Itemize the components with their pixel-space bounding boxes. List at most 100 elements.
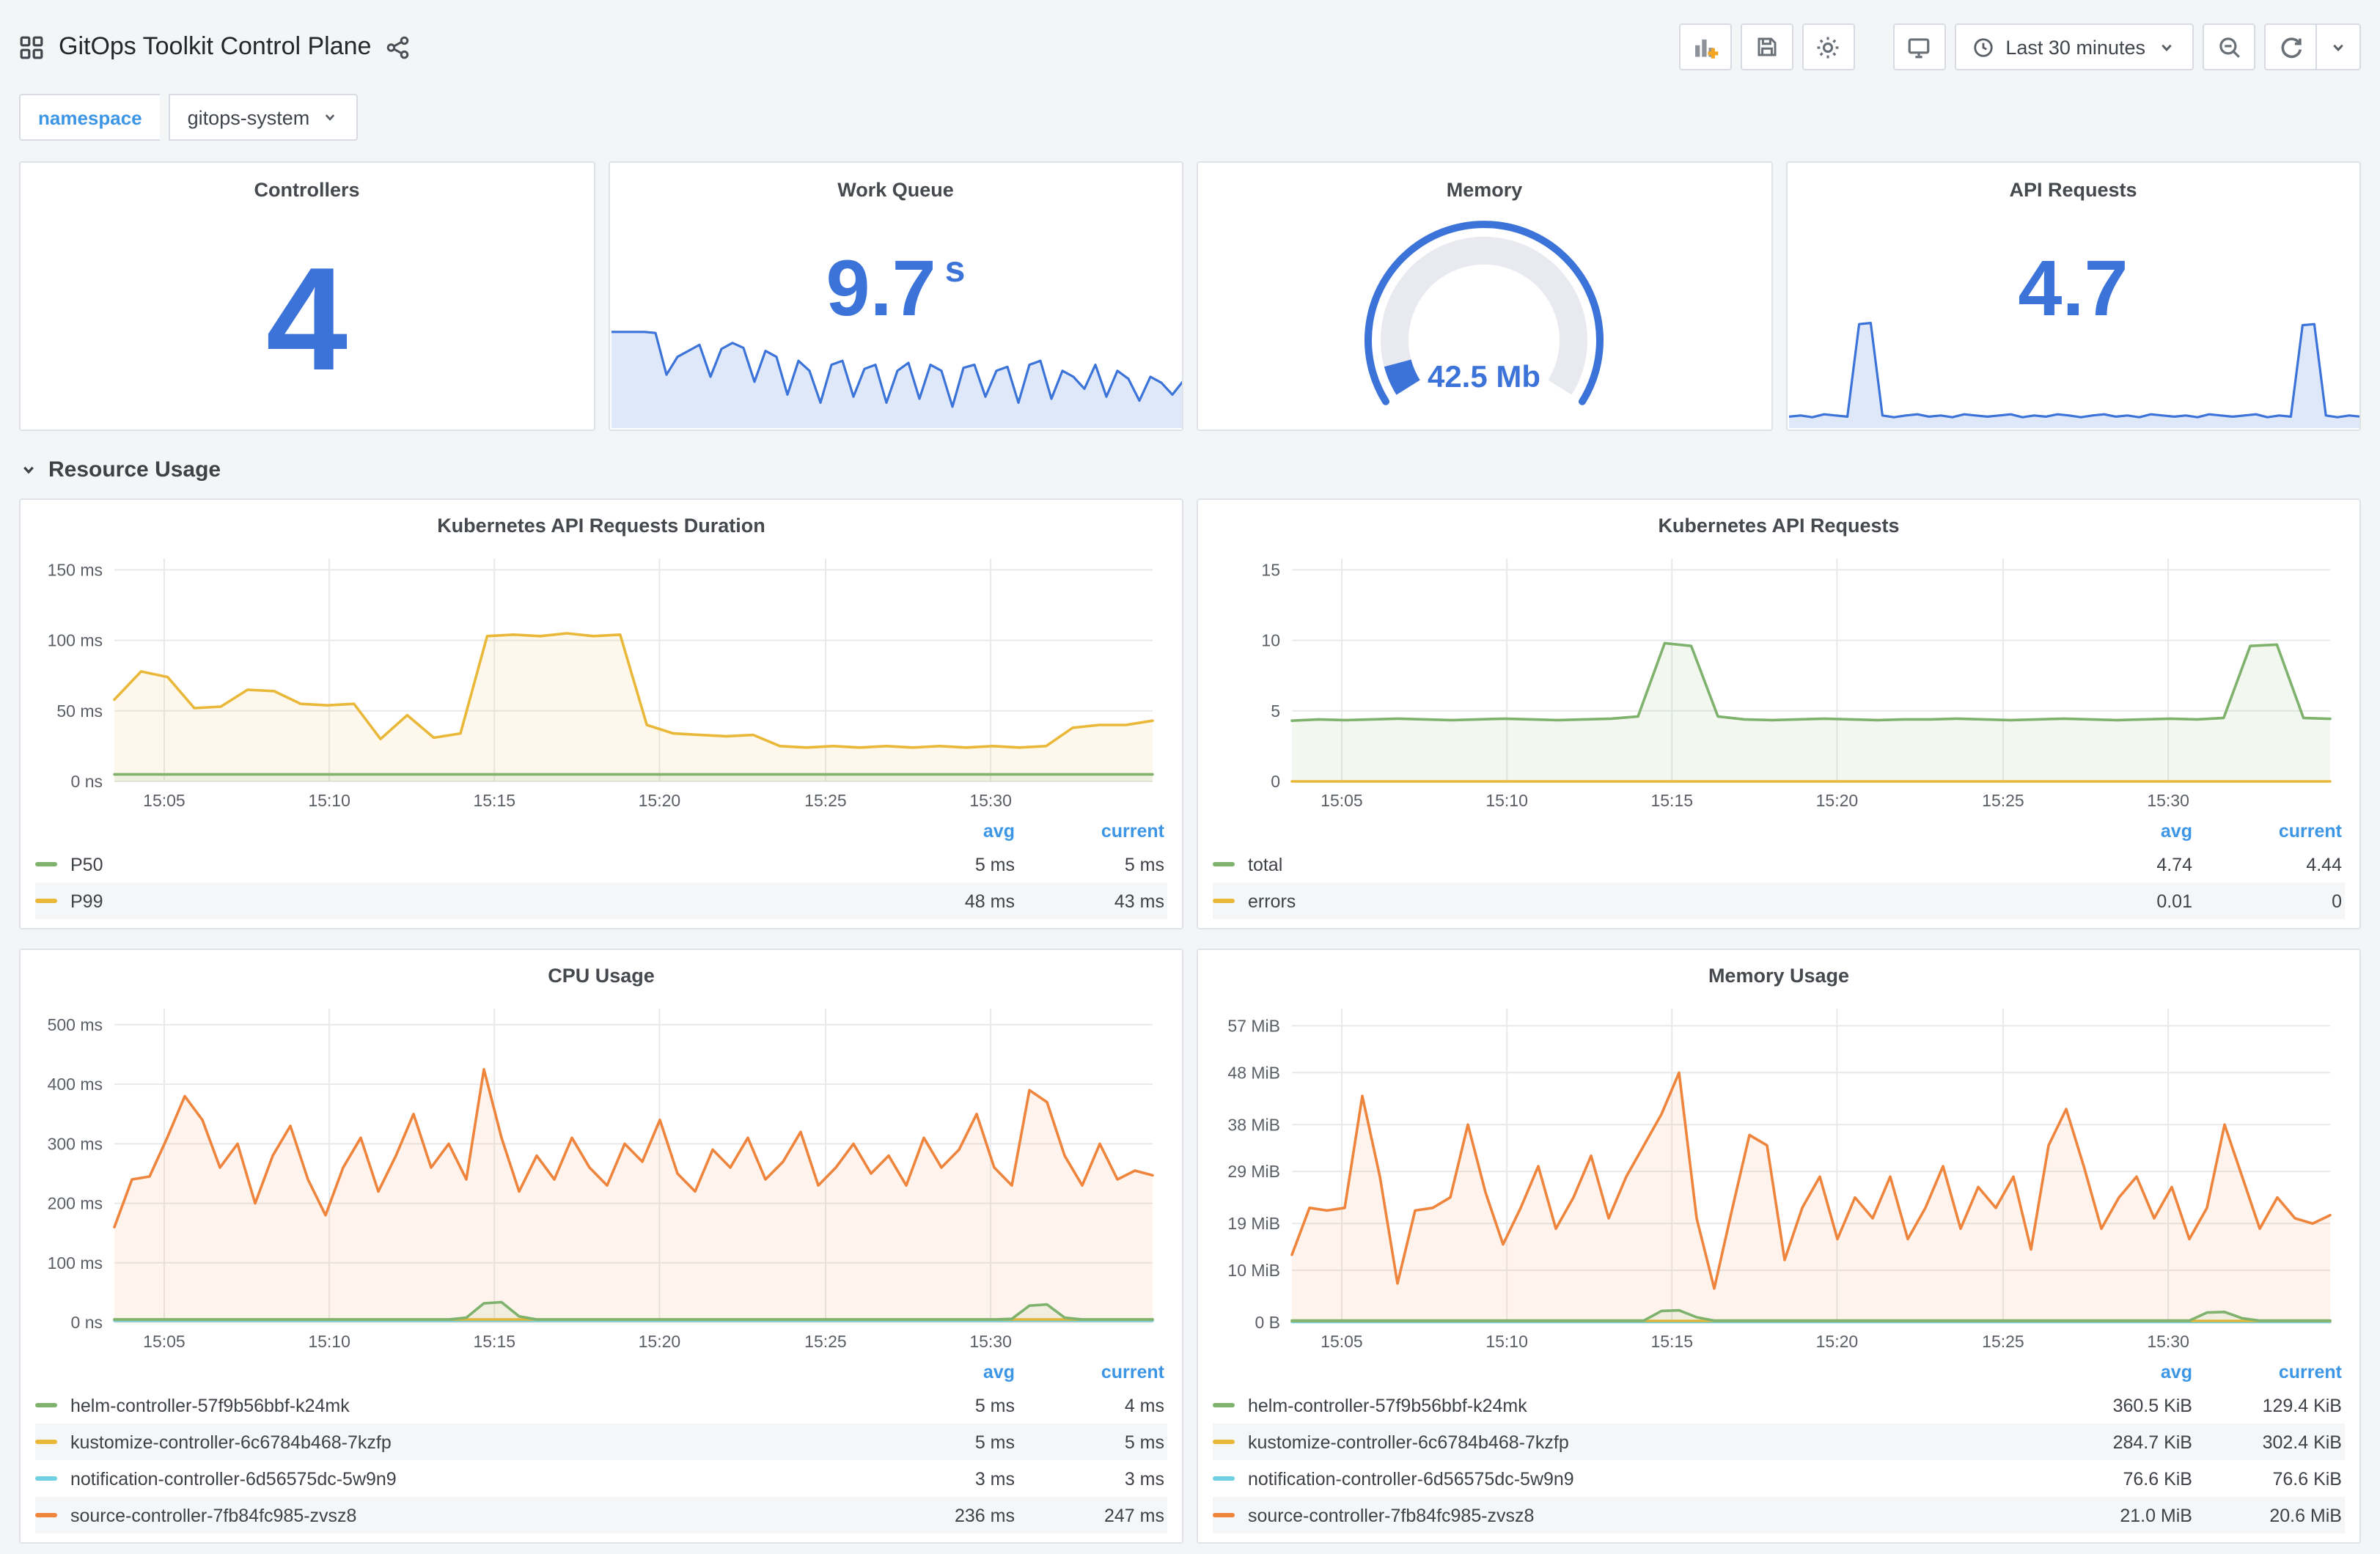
row-resource-usage[interactable]: Resource Usage <box>19 452 2361 487</box>
namespace-variable-select[interactable]: gitops-system <box>168 94 359 141</box>
panel-title[interactable]: API Requests <box>2009 179 2137 201</box>
legend-header-current[interactable]: current <box>2278 1362 2342 1382</box>
legend-header-current[interactable]: current <box>1101 821 1164 842</box>
refresh-interval-button[interactable] <box>2317 23 2361 70</box>
legend-series-name[interactable]: total <box>1213 854 2046 874</box>
panel-title[interactable]: Memory Usage <box>1708 965 1850 987</box>
cycle-view-button[interactable] <box>1892 23 1946 70</box>
svg-text:15:25: 15:25 <box>804 791 847 810</box>
chevron-down-icon <box>325 114 335 121</box>
svg-text:15: 15 <box>1261 560 1280 579</box>
legend-series-name[interactable]: errors <box>1213 891 2046 911</box>
legend-row: helm-controller-57f9b56bbf-k24mk 360.5 Ki… <box>1213 1387 2345 1424</box>
svg-text:15:30: 15:30 <box>969 791 1012 810</box>
svg-text:15:30: 15:30 <box>2147 1332 2189 1351</box>
legend-header-avg[interactable]: avg <box>2160 1362 2192 1382</box>
legend-series-name[interactable]: P50 <box>35 854 868 874</box>
dashboard-settings-button[interactable] <box>1801 23 1855 70</box>
save-dashboard-button[interactable] <box>1740 23 1793 70</box>
svg-text:5: 5 <box>1271 701 1280 721</box>
refresh-button[interactable] <box>2264 23 2317 70</box>
svg-text:15:20: 15:20 <box>1816 1332 1859 1351</box>
panel-title[interactable]: Kubernetes API Requests Duration <box>437 515 765 537</box>
legend-series-label: total <box>1248 854 1283 874</box>
svg-text:15:25: 15:25 <box>1982 1332 2024 1351</box>
legend-series-name[interactable]: helm-controller-57f9b56bbf-k24mk <box>1213 1395 2046 1415</box>
legend-row: total 4.74 4.44 <box>1213 846 2345 883</box>
svg-text:15:05: 15:05 <box>143 791 186 810</box>
legend-header-avg[interactable]: avg <box>983 1362 1015 1382</box>
legend-series-marker <box>1213 1403 1235 1407</box>
legend-current-value: 0 <box>2332 891 2342 911</box>
dashboard-title[interactable]: GitOps Toolkit Control Plane <box>59 32 372 60</box>
namespace-variable-value: gitops-system <box>187 106 310 128</box>
save-icon <box>1757 37 1776 56</box>
svg-text:0: 0 <box>1271 772 1280 791</box>
legend-avg-value: 76.6 KiB <box>2123 1468 2192 1489</box>
legend-series-marker <box>1213 1440 1235 1444</box>
legend-series-name[interactable]: source-controller-7fb84fc985-zvsz8 <box>1213 1505 2046 1525</box>
legend-header-current[interactable]: current <box>1101 1362 1164 1382</box>
legend-header-row: avg current <box>1213 817 2345 846</box>
row-title: Resource Usage <box>48 457 221 482</box>
panel-title[interactable]: Work Queue <box>837 179 954 201</box>
legend-series-marker <box>35 1513 57 1517</box>
legend-series-label: notification-controller-6d56575dc-5w9n9 <box>70 1468 397 1489</box>
legend-row: kustomize-controller-6c6784b468-7kzfp 5 m… <box>35 1424 1167 1460</box>
panel-title[interactable]: Memory <box>1446 179 1523 201</box>
panel-cpu-usage: CPU Usage 15:05 15:10 15:15 15:20 15:25 15:30… <box>19 949 1183 1544</box>
legend-series-name[interactable]: notification-controller-6d56575dc-5w9n9 <box>35 1468 868 1489</box>
legend-header-current[interactable]: current <box>2278 821 2342 842</box>
memory-usage-plot[interactable]: 15:05 15:10 15:15 15:20 15:25 15:30 57 MiB 48 M… <box>1213 994 2345 1358</box>
panel-work-queue: Work Queue 9.7 s <box>608 161 1183 431</box>
legend-row: errors 0.01 0 <box>1213 883 2345 919</box>
svg-text:19 MiB: 19 MiB <box>1227 1214 1280 1233</box>
legend: avg current helm-controller-57f9b56bbf-k24… <box>35 1358 1167 1533</box>
legend-header-avg[interactable]: avg <box>2160 821 2192 842</box>
legend-series-name[interactable]: source-controller-7fb84fc985-zvsz8 <box>35 1505 868 1525</box>
legend-header-avg[interactable]: avg <box>983 821 1015 842</box>
legend-current-value: 129.4 KiB <box>2262 1395 2342 1415</box>
legend: avg current P50 5 ms 5 ms P99 48 ms 43 ms <box>35 817 1167 919</box>
svg-text:0 ns: 0 ns <box>71 1313 103 1332</box>
apps-grid-icon[interactable] <box>19 34 44 59</box>
legend-row: P99 48 ms 43 ms <box>35 883 1167 919</box>
legend-current-value: 3 ms <box>1124 1468 1164 1489</box>
legend-current-value: 5 ms <box>1124 854 1164 874</box>
k8s-api-requests-plot[interactable]: 15:05 15:10 15:15 15:20 15:25 15:30 15 10 5 0 <box>1213 544 2345 817</box>
zoom-out-button[interactable] <box>2203 23 2255 70</box>
panel-k8s-api-requests: Kubernetes API Requests 15:05 15:10 15:15 1… <box>1197 498 2361 929</box>
work-queue-stat-value: 9.7 <box>826 245 936 333</box>
svg-text:10: 10 <box>1261 631 1280 650</box>
svg-text:15:30: 15:30 <box>2147 791 2189 810</box>
namespace-variable-label[interactable]: namespace <box>19 94 160 141</box>
legend-series-name[interactable]: helm-controller-57f9b56bbf-k24mk <box>35 1395 868 1415</box>
legend-row: P50 5 ms 5 ms <box>35 846 1167 883</box>
api-requests-sparkline <box>1788 322 2360 428</box>
time-range-picker[interactable]: Last 30 minutes <box>1954 23 2194 70</box>
svg-text:300 ms: 300 ms <box>48 1134 103 1153</box>
legend-series-marker <box>35 1476 57 1481</box>
legend-current-value: 4 ms <box>1124 1395 1164 1415</box>
cpu-usage-plot[interactable]: 15:05 15:10 15:15 15:20 15:25 15:30 500 ms 400 … <box>35 994 1167 1358</box>
k8s-api-requests-duration-plot[interactable]: 15:05 15:10 15:15 15:20 15:25 15:30 150 ms 100 … <box>35 544 1167 817</box>
legend: avg current helm-controller-57f9b56bbf-k24… <box>1213 1358 2345 1533</box>
panel-title[interactable]: CPU Usage <box>548 965 655 987</box>
work-queue-sparkline <box>611 331 1183 428</box>
controllers-stat-value: 4 <box>265 237 348 401</box>
panel-title[interactable]: Kubernetes API Requests <box>1658 515 1900 537</box>
legend-series-name[interactable]: P99 <box>35 891 868 911</box>
add-panel-button[interactable] <box>1678 23 1732 70</box>
legend-current-value: 76.6 KiB <box>2272 1468 2342 1489</box>
chevron-down-icon <box>23 465 34 474</box>
legend-row: source-controller-7fb84fc985-zvsz8 236 ms… <box>35 1497 1167 1533</box>
legend-series-name[interactable]: kustomize-controller-6c6784b468-7kzfp <box>1213 1432 2046 1452</box>
svg-text:15:30: 15:30 <box>969 1332 1012 1351</box>
panel-title[interactable]: Controllers <box>254 179 360 201</box>
legend-series-name[interactable]: kustomize-controller-6c6784b468-7kzfp <box>35 1432 868 1452</box>
legend-series-marker <box>1213 1513 1235 1517</box>
legend-series-label: source-controller-7fb84fc985-zvsz8 <box>1248 1505 1535 1525</box>
share-icon[interactable] <box>386 34 411 59</box>
legend-series-name[interactable]: notification-controller-6d56575dc-5w9n9 <box>1213 1468 2046 1489</box>
